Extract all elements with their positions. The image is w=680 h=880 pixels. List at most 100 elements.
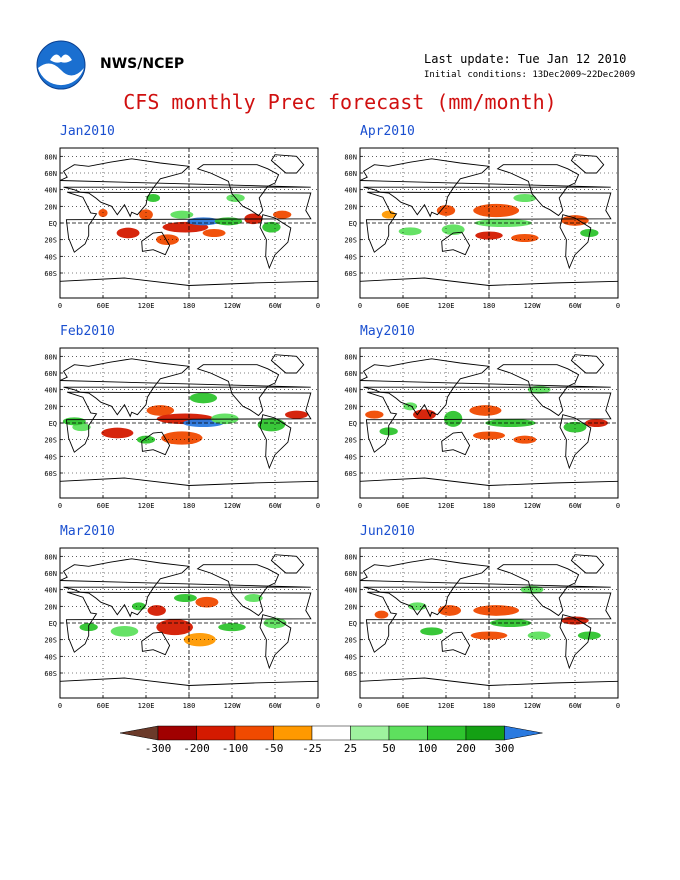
lon-label: 120E	[138, 702, 155, 710]
lat-label: 80N	[344, 153, 357, 161]
coastline	[496, 564, 580, 617]
lat-label: 40S	[344, 453, 357, 461]
noaa-logo	[36, 40, 86, 90]
precip-anomaly-region	[563, 421, 587, 433]
forecast-panel-apr2010: Apr2010 80N 60N 40N 20N EQ 20S 40S 60S 0 60E 120E 1…	[336, 124, 636, 314]
lat-label: 40S	[344, 253, 357, 261]
coastline	[141, 431, 171, 456]
lon-label: 60W	[269, 302, 282, 310]
lon-label: 60W	[569, 302, 582, 310]
coastline	[59, 358, 311, 418]
lat-label: EQ	[349, 420, 357, 428]
precip-anomaly-region	[116, 227, 140, 239]
precip-anomaly-region	[263, 617, 287, 629]
coastline	[59, 158, 311, 218]
lon-label: 180	[483, 702, 496, 710]
colorbar-segment	[157, 725, 197, 741]
precip-anomaly-region	[161, 431, 203, 445]
colorbar-label: -200	[183, 742, 210, 755]
lat-label: 20N	[44, 403, 57, 411]
precip-anomaly-region	[527, 385, 551, 394]
lon-label: 120E	[138, 302, 155, 310]
coastline	[441, 631, 471, 656]
lat-label: 20S	[44, 437, 57, 445]
panel-title: May2010	[360, 324, 415, 339]
lon-label: 120W	[224, 702, 242, 710]
precip-anomaly-region	[272, 210, 292, 219]
precip-anomaly-region	[189, 392, 218, 404]
colorbar-arrow-high	[504, 725, 543, 741]
world-map-plot: 80N 60N 40N 20N EQ 20S 40S 60S 0 60E 120E 180 120W 60…	[344, 547, 620, 710]
coastline	[359, 558, 611, 618]
lat-label: EQ	[49, 420, 57, 428]
precip-anomaly-region	[173, 594, 197, 602]
initial-conditions-text: Initial conditions: 13Dec2009~22Dec2009	[424, 70, 636, 80]
lat-label: 20N	[344, 403, 357, 411]
forecast-panel-feb2010: Feb2010 80N 60N 40N 20N EQ 20S 40S 60S 0 60E 120E 1…	[36, 324, 336, 514]
coastline	[365, 191, 612, 253]
lat-label: 20N	[44, 203, 57, 211]
lat-label: 60S	[44, 470, 57, 478]
colorbar-label: 300	[495, 742, 515, 755]
lon-label: 60E	[397, 502, 410, 510]
precip-anomaly-region	[214, 217, 243, 226]
colorbar-segment	[234, 725, 274, 741]
lon-label: 180	[183, 702, 196, 710]
precip-anomaly-region	[398, 227, 422, 236]
forecast-panel-jun2010: Jun2010 80N 60N 40N 20N EQ 20S 40S 60S 0 60E 120E 1…	[336, 524, 636, 714]
precip-anomaly-region	[139, 209, 153, 220]
lat-label: 60N	[44, 370, 57, 378]
lon-label: 120W	[524, 702, 542, 710]
coastline	[359, 158, 611, 218]
precip-anomaly-region	[469, 405, 502, 416]
lon-label: 0	[58, 702, 62, 710]
precip-anomaly-region	[146, 194, 161, 202]
precip-anomaly-region	[101, 427, 134, 439]
colorbar-label: 100	[418, 742, 438, 755]
precip-anomaly-region	[527, 631, 551, 640]
lon-label: 180	[483, 502, 496, 510]
coastline	[59, 477, 319, 486]
precip-anomaly-region	[473, 203, 520, 218]
lat-label: 80N	[44, 153, 57, 161]
precip-anomaly-region	[156, 234, 179, 245]
panel-title: Jun2010	[360, 524, 415, 539]
coastline	[196, 164, 280, 217]
precip-anomaly-region	[443, 410, 463, 427]
precip-anomaly-region	[436, 205, 456, 216]
lon-label: 120W	[524, 502, 542, 510]
precip-anomaly-region	[420, 627, 444, 636]
precip-anomaly-region	[147, 605, 166, 616]
colorbar-label: -25	[302, 742, 322, 755]
colorbar-segment	[465, 725, 505, 741]
world-map-plot: 80N 60N 40N 20N EQ 20S 40S 60S 0 60E 120E 180 120W 60…	[344, 347, 620, 510]
lon-label: 120W	[224, 302, 242, 310]
lat-label: 40S	[344, 653, 357, 661]
precip-anomaly-region	[131, 602, 146, 611]
precip-anomaly-region	[513, 194, 537, 202]
lon-label: 180	[183, 302, 196, 310]
lat-label: 60N	[44, 570, 57, 578]
lat-label: 20S	[44, 637, 57, 645]
page-title: CFS monthly Prec forecast (mm/month)	[123, 90, 557, 114]
colorbar-label: -50	[264, 742, 284, 755]
lat-label: EQ	[349, 620, 357, 628]
coastline	[496, 364, 580, 417]
lon-label: 60W	[269, 502, 282, 510]
colorbar-label: -100	[222, 742, 249, 755]
lon-label: 120W	[524, 302, 542, 310]
lon-label: 60E	[97, 302, 110, 310]
coastline	[365, 391, 612, 453]
coastline	[365, 591, 612, 653]
lat-label: EQ	[49, 220, 57, 228]
precip-anomaly-region	[195, 596, 219, 608]
coastline	[441, 231, 471, 256]
world-map-plot: 80N 60N 40N 20N EQ 20S 40S 60S 0 60E 120E 180 120W 60…	[44, 347, 320, 510]
lon-label: 0	[316, 302, 320, 310]
lat-label: 80N	[44, 353, 57, 361]
coastline	[65, 191, 312, 253]
precip-anomaly-region	[413, 409, 436, 420]
lat-label: 20N	[344, 603, 357, 611]
lat-label: 80N	[344, 353, 357, 361]
lat-label: 40N	[44, 387, 57, 395]
